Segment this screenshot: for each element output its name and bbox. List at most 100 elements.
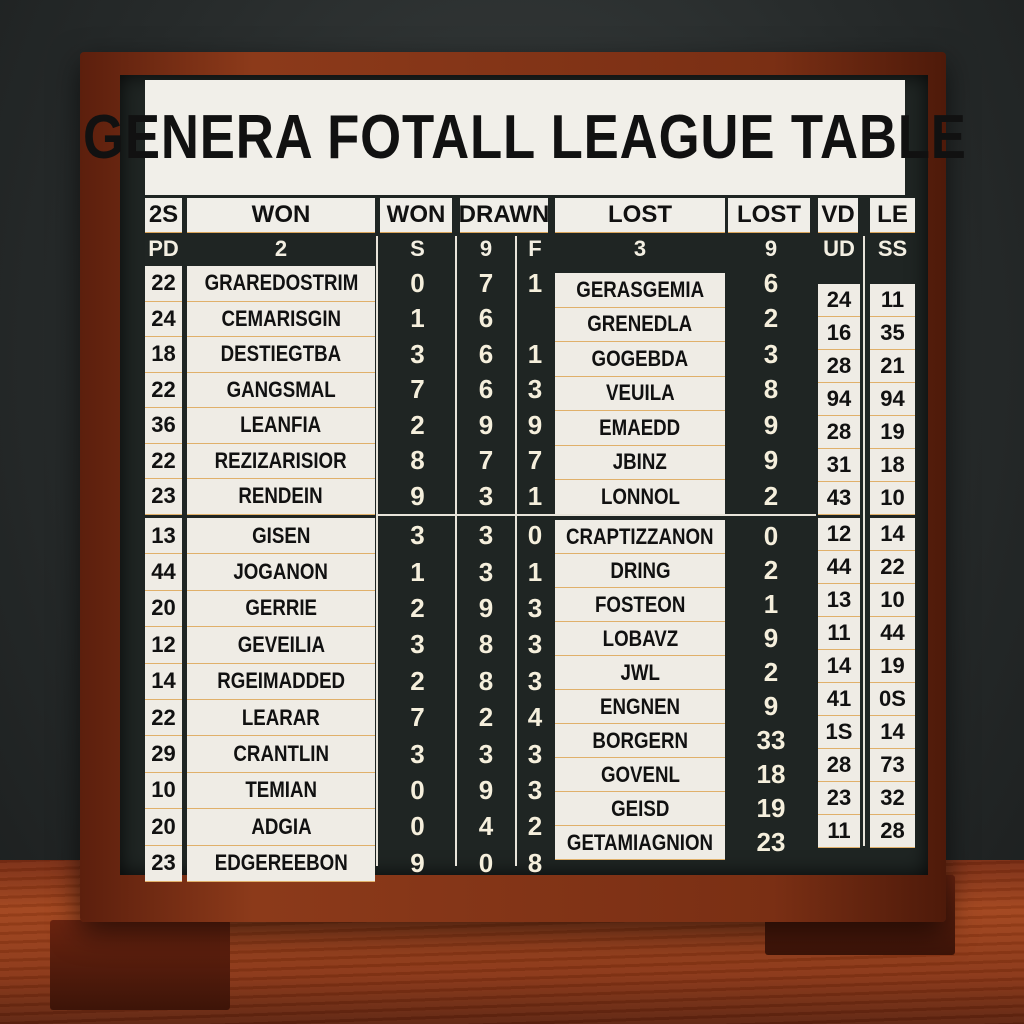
team1-cell: CRANTLIN: [187, 736, 375, 773]
team1-cell: CEMARISGIN: [187, 301, 375, 337]
team-name: DESTIEGTBA: [220, 341, 342, 367]
vd-cell: 11: [818, 815, 860, 848]
le-cell: 19: [870, 650, 915, 683]
won-cell: 0: [410, 774, 425, 805]
drawn-cell: 8: [478, 665, 494, 696]
subheader-pd: PD: [148, 236, 179, 261]
team-name: RENDEIN: [238, 483, 324, 509]
team2-cell: DRING: [555, 554, 725, 588]
team-name: JOGANON: [233, 559, 329, 585]
vd-cell: 13: [818, 584, 860, 617]
drawn-cell: 4: [478, 811, 494, 842]
drawn-cell: 6: [478, 303, 494, 334]
team2-cell: ENGNEN: [555, 690, 725, 724]
team-name: LEANFIA: [240, 412, 322, 438]
le-cell: 73: [870, 749, 915, 782]
lost-cell: 8: [763, 374, 779, 405]
header-won: WON: [380, 198, 452, 233]
drawn-cell: 6: [478, 338, 494, 369]
le-cell: 10: [870, 482, 915, 515]
le-cell: 14: [870, 716, 915, 749]
won-cell: 3: [410, 629, 425, 660]
f-cell: 3: [527, 629, 543, 660]
f-cell: 4: [527, 702, 543, 733]
le-cell: 14: [870, 518, 915, 551]
team-name: DRING: [609, 557, 671, 583]
pd-cell: 18: [145, 337, 182, 373]
vd-cell: 44: [818, 551, 860, 584]
vd-cell: 24: [818, 284, 860, 317]
team2-cell: GOGEBDA: [555, 342, 725, 377]
lost-cell: 19: [756, 793, 786, 823]
team1-cell: GANGSMAL: [187, 372, 375, 408]
drawn-cell: 2: [478, 702, 494, 733]
team1-cell: LEARAR: [187, 700, 375, 737]
team-name: GANGSMAL: [226, 376, 336, 402]
lost-cell: 2: [763, 657, 779, 687]
vd-cell: 23: [818, 782, 860, 815]
team1-cell: GISEN: [187, 518, 375, 555]
team1-cell: GRAREDOSTRIM: [187, 266, 375, 302]
pd-cell: 36: [145, 408, 182, 444]
lost-cell: 6: [763, 267, 779, 298]
header-vd: VD: [818, 198, 858, 233]
vd-cell: 12: [818, 518, 860, 551]
team-name: LOBAVZ: [602, 625, 678, 651]
team2-cell: CRAPTIZZANON: [555, 520, 725, 554]
f-cell: 1: [527, 556, 543, 587]
won-cell: 9: [410, 480, 425, 511]
won-cell: 3: [410, 738, 425, 769]
team-name: GERRIE: [245, 595, 317, 621]
header-drawn: DRAWN: [459, 198, 549, 233]
f-cell: 0: [527, 520, 543, 551]
vd-cell: 28: [818, 416, 860, 449]
team1-cell: LEANFIA: [187, 408, 375, 444]
team-name: REZIZARISIOR: [215, 447, 347, 473]
left-stand: [50, 920, 230, 1010]
won-cell: 7: [410, 374, 425, 405]
drawn-cell: 8: [478, 629, 494, 660]
pd-cell: 12: [145, 627, 182, 664]
won-cell: 3: [410, 520, 425, 551]
lost-cell: 9: [763, 691, 779, 721]
team1-cell: RGEIMADDED: [187, 663, 375, 700]
vd-cell: 14: [818, 650, 860, 683]
drawn-cell: 3: [478, 738, 494, 769]
vd-cell: 94: [818, 383, 860, 416]
team2-cell: GERASGEMIA: [555, 273, 725, 308]
header-lost: LOST: [728, 198, 810, 233]
f-cell: 1: [527, 480, 543, 511]
f-cell: 3: [527, 738, 543, 769]
drawn-cell: 3: [478, 556, 494, 587]
pd-cell: 44: [145, 554, 182, 591]
team2-cell: EMAEDD: [555, 411, 725, 446]
column-divider: [863, 236, 865, 846]
le-cell: 0S: [870, 683, 915, 716]
team2-cell: JBINZ: [555, 445, 725, 480]
le-cell: 22: [870, 551, 915, 584]
section-divider: [376, 514, 816, 516]
title-text: GENERA FOTALL LEAGUE TABLE: [83, 103, 967, 172]
pd-cell: 14: [145, 663, 182, 700]
pd-cell: 10: [145, 772, 182, 810]
lost-cell: 2: [763, 480, 779, 511]
drawn-cell: 3: [478, 520, 494, 551]
won-cell: 0: [410, 267, 425, 298]
won-cell: 3: [410, 338, 425, 369]
f-cell: 3: [527, 592, 543, 623]
drawn-cell: 9: [478, 774, 494, 805]
pd-cell: 22: [145, 700, 182, 737]
vd-cell: 1S: [818, 716, 860, 749]
f-cell: 2: [527, 811, 543, 842]
team1-cell: GEVEILIA: [187, 627, 375, 664]
team-name: GEISD: [610, 795, 670, 821]
drawn-cell: 3: [478, 480, 494, 511]
team-name: JWL: [620, 659, 660, 685]
pd-cell: 20: [145, 590, 182, 628]
f-cell: 9: [527, 409, 543, 440]
lost-cell: 2: [763, 303, 779, 334]
vd-cell: 28: [818, 749, 860, 782]
team-name: GOVENL: [600, 761, 680, 787]
team2-cell: BORGERN: [555, 724, 725, 758]
vd-cell: 16: [818, 317, 860, 350]
